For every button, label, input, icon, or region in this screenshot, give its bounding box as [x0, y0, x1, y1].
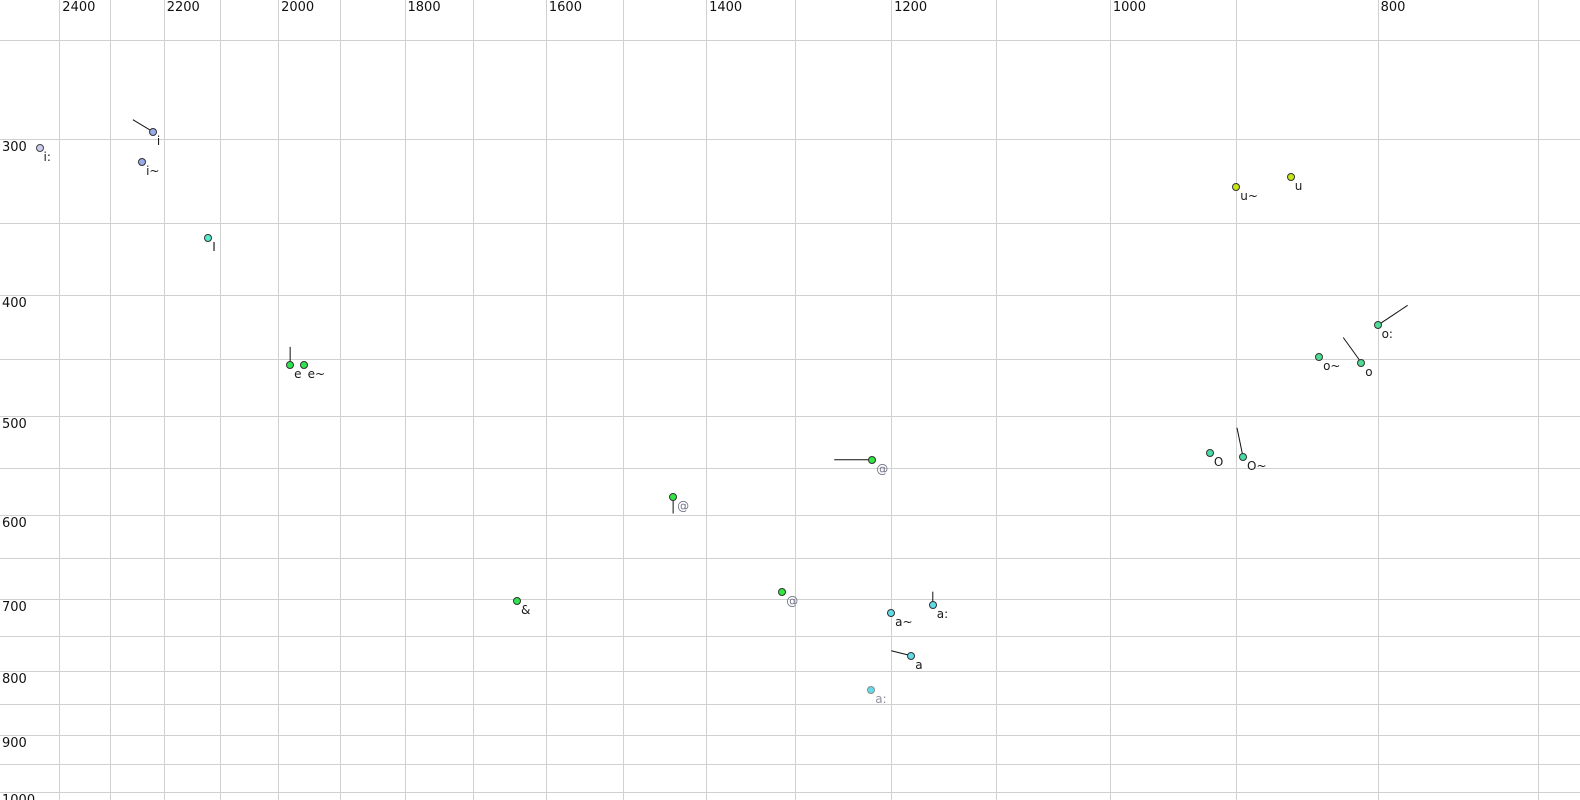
y-tick-label: 500 [2, 417, 27, 432]
vowel-point [867, 686, 876, 695]
vowel-point [1239, 452, 1247, 461]
vowel-point-label: @ [677, 498, 690, 513]
y-gridline [0, 670, 1580, 672]
vowel-point [299, 360, 308, 369]
vowel-point [868, 455, 877, 464]
y-gridline [0, 791, 1580, 793]
x-gridline [1537, 0, 1539, 800]
y-tick-label: 400 [2, 296, 27, 311]
x-tick-label: 800 [1380, 0, 1406, 15]
vowel-point [669, 492, 678, 501]
x-gridline [1109, 0, 1111, 800]
vowel-point [1373, 321, 1382, 330]
y-tick-label: 700 [2, 599, 27, 615]
x-gridline [59, 0, 61, 800]
vowel-point-label: i: [43, 150, 51, 164]
vowel-point-label: @ [786, 593, 799, 608]
vowel-point-label: i~ [146, 164, 160, 178]
x-gridline [706, 0, 708, 800]
x-gridline [473, 0, 475, 800]
y-gridline [0, 598, 1580, 600]
y-tick-label: 600 [2, 515, 27, 531]
vowel-point [138, 158, 147, 166]
y-gridline [0, 514, 1580, 516]
vowel-point [35, 144, 44, 152]
vowel-point-label: O~ [1247, 458, 1267, 473]
vowel-point [1357, 358, 1366, 367]
vowel-point [513, 596, 521, 605]
vowel-point-label: & [521, 602, 531, 617]
y-gridline [0, 222, 1580, 224]
x-tick-label: 2400 [62, 0, 96, 15]
x-gridline [219, 0, 221, 800]
vowel-point-label: i [156, 133, 161, 148]
x-tick-label: 1400 [709, 0, 743, 15]
y-gridline [0, 703, 1580, 705]
vowel-point-label: O [1213, 454, 1224, 469]
y-gridline [0, 139, 1580, 140]
y-gridline [0, 467, 1580, 469]
x-tick-label: 1000 [1112, 0, 1146, 15]
vowel-point [778, 587, 787, 596]
vowel-point-label: e~ [307, 366, 326, 381]
x-gridline [1236, 0, 1238, 800]
x-gridline [891, 0, 893, 800]
y-gridline [0, 635, 1580, 637]
x-gridline [623, 0, 625, 800]
vowel-point [928, 600, 937, 609]
x-tick-label: 2000 [281, 0, 315, 15]
vowel-point [887, 609, 896, 617]
x-gridline [110, 0, 112, 800]
x-tick-label: 1200 [894, 0, 928, 15]
vowel-point [1315, 352, 1324, 361]
vowel-point [1232, 183, 1241, 192]
vowel-point [204, 233, 213, 242]
vowel-point-label: o: [1381, 327, 1393, 342]
vowel-point-label: a: [875, 692, 887, 707]
vowel-point-label: u~ [1240, 189, 1258, 204]
x-tick-label: 1800 [407, 0, 441, 15]
y-gridline [0, 416, 1580, 417]
y-gridline [0, 295, 1580, 296]
x-tick-label: 1600 [548, 0, 582, 15]
whisker-line [1342, 337, 1362, 363]
y-gridline [0, 734, 1580, 736]
vowel-point-label: o [1365, 364, 1373, 379]
x-gridline [545, 0, 547, 800]
vowel-point [907, 651, 916, 660]
x-gridline [163, 0, 165, 800]
y-gridline [0, 558, 1580, 560]
x-gridline [995, 0, 997, 800]
x-gridline [404, 0, 406, 800]
vowel-point-label: a~ [895, 615, 913, 629]
vowel-point-label: a: [936, 606, 949, 621]
vowel-point [1286, 173, 1295, 182]
vowel-point-label: @ [876, 461, 889, 476]
y-tick-label: 300 [2, 140, 27, 155]
y-gridline [0, 40, 1580, 42]
y-tick-label: 900 [2, 735, 27, 751]
vowel-point [148, 127, 157, 136]
x-gridline [795, 0, 796, 800]
vowel-point-label: a [915, 657, 923, 672]
y-tick-label: 800 [2, 671, 27, 687]
y-gridline [0, 764, 1580, 766]
whisker-line [1236, 427, 1244, 457]
vowel-point-label: e [294, 366, 302, 381]
vowel-point-label: I [212, 239, 216, 254]
x-tick-label: 2200 [166, 0, 200, 15]
vowel-point-label: o~ [1323, 358, 1341, 373]
vowel-point [286, 360, 295, 369]
y-gridline [0, 358, 1580, 360]
x-gridline [278, 0, 280, 800]
x-gridline [339, 0, 341, 800]
vowel-point-label: u [1294, 179, 1303, 194]
vowel-point [1205, 448, 1214, 457]
whisker-line [1377, 304, 1408, 326]
x-gridline [1377, 0, 1379, 800]
y-tick-label: 1000 [2, 793, 35, 800]
